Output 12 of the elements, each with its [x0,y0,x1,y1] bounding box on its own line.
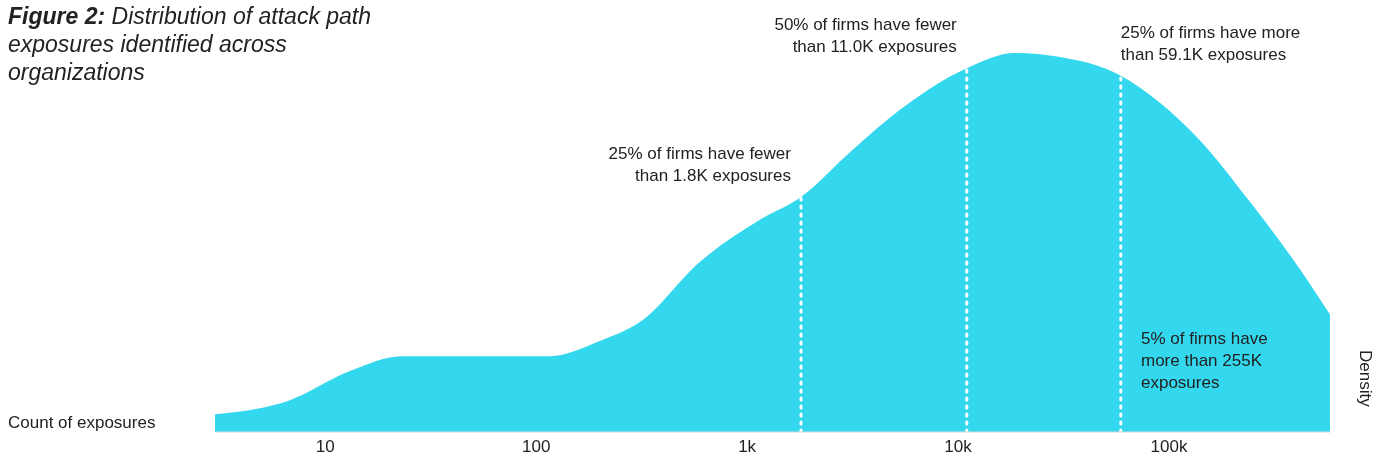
x-tick-label: 100k [1150,437,1188,457]
chart-title: Figure 2: Distribution of attack path exposures identified across organizations [8,2,373,86]
y-axis-title: Density [1355,350,1375,407]
annotation: 5% of firms have more than 255K exposures [1141,328,1269,394]
x-tick-label: 10k [944,437,973,457]
ref-line-label: 50% of firms have fewer than 11.0K exposures [774,15,958,57]
x-axis-title: Count of exposures [8,413,156,433]
ref-line-label: 25% of firms have fewer than 1.8K exposures [608,144,792,186]
x-tick-label: 1k [738,437,757,457]
ref-line-label: 25% of firms have more than 59.1K exposures [1120,22,1301,64]
x-tick-label: 100 [522,437,551,457]
x-tick-label: 10 [315,437,335,457]
